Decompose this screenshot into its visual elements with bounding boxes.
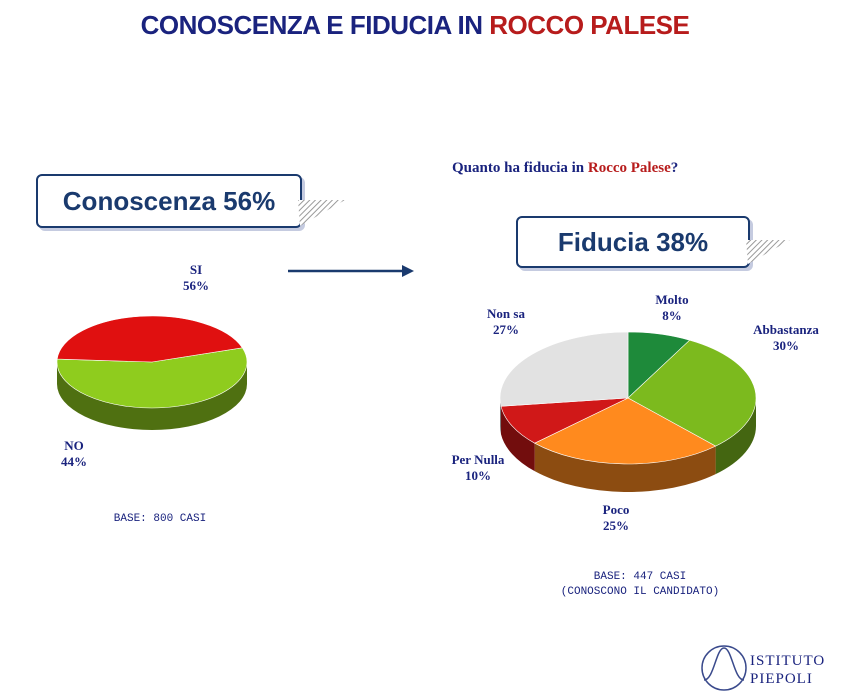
pie-fiducia-side-poco xyxy=(534,443,716,492)
pie-conoscenza-slice-no xyxy=(56,315,243,363)
pie-fiducia xyxy=(499,331,757,492)
question-candidate: Rocco Palese xyxy=(587,160,671,176)
callout-fiducia: Fiducia 38% xyxy=(516,216,750,268)
logo-circle xyxy=(701,645,747,691)
callout-conoscenza-shadow xyxy=(298,200,345,226)
label-si-value: 56% xyxy=(183,278,209,293)
label-per-nulla: Per Nulla 10% xyxy=(438,452,518,484)
arrow-head-icon xyxy=(402,265,414,277)
logo-line1: ISTITUTO xyxy=(750,653,826,669)
label-non-sa-name: Non sa xyxy=(487,306,525,321)
pie-conoscenza xyxy=(56,315,248,430)
label-abbastanza-name: Abbastanza xyxy=(753,322,819,337)
callout-conoscenza-value: 56% xyxy=(223,186,276,216)
label-non-sa-value: 27% xyxy=(493,322,519,337)
pie-conoscenza-side-si xyxy=(57,362,247,430)
callout-fiducia-value: 38% xyxy=(656,227,709,257)
label-non-sa: Non sa 27% xyxy=(474,306,538,338)
label-molto: Molto 8% xyxy=(640,292,704,324)
label-per-nulla-name: Per Nulla xyxy=(451,452,505,467)
label-poco: Poco 25% xyxy=(586,502,646,534)
pie-fiducia-slice-abbastanza xyxy=(627,339,757,447)
pie-fiducia-side-non-sa xyxy=(500,398,502,435)
base-right: BASE: 447 CASI (CONOSCONO IL CANDIDATO) xyxy=(520,570,760,600)
label-poco-name: Poco xyxy=(602,502,630,517)
question-main: Quanto ha fiducia in xyxy=(452,160,588,176)
label-per-nulla-value: 10% xyxy=(465,468,491,483)
question: Quanto ha fiducia in Rocco Palese? xyxy=(452,160,678,177)
label-abbastanza: Abbastanza 30% xyxy=(738,322,834,354)
logo-bell-curve-icon xyxy=(703,647,745,681)
pie-fiducia-side-abbastanza xyxy=(715,398,756,475)
title-candidate: ROCCO PALESE xyxy=(489,10,690,40)
page-title: CONOSCENZA E FIDUCIA IN ROCCO PALESE xyxy=(0,10,830,41)
logo-text: ISTITUTO PIEPOLI xyxy=(750,652,825,688)
callout-conoscenza-label: Conoscenza xyxy=(62,186,216,216)
label-si-name: SI xyxy=(189,262,203,277)
title-main: CONOSCENZA E FIDUCIA IN xyxy=(140,10,490,40)
pie-fiducia-side-per-nulla xyxy=(501,406,535,472)
base-right-line2: (CONOSCONO IL CANDIDATO) xyxy=(560,586,720,598)
label-molto-name: Molto xyxy=(655,292,689,307)
pie-fiducia-slice-poco xyxy=(534,397,717,465)
pie-fiducia-slice-non-sa xyxy=(499,331,629,407)
pie-conoscenza-slice-si xyxy=(56,347,248,409)
callout-conoscenza: Conoscenza 56% xyxy=(36,174,302,228)
base-left: BASE: 800 CASI xyxy=(113,513,207,525)
label-no-name: NO xyxy=(64,438,84,453)
label-abbastanza-value: 30% xyxy=(773,338,799,353)
label-no: NO 44% xyxy=(50,438,98,470)
callout-fiducia-label: Fiducia xyxy=(557,227,649,257)
logo-line2: PIEPOLI xyxy=(750,671,813,687)
question-mark: ? xyxy=(670,160,679,176)
label-si: SI 56% xyxy=(168,262,224,294)
label-no-value: 44% xyxy=(61,454,87,469)
label-molto-value: 8% xyxy=(662,308,682,323)
base-right-line1: BASE: 447 CASI xyxy=(593,571,687,583)
callout-fiducia-shadow xyxy=(746,240,790,264)
label-poco-value: 25% xyxy=(603,518,629,533)
pie-fiducia-slice-per-nulla xyxy=(500,397,629,444)
